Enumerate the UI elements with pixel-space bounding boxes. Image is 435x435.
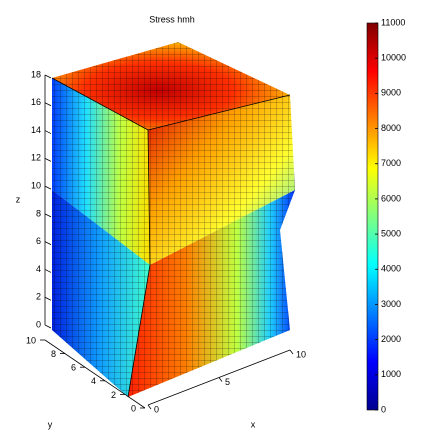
z-tick — [44, 130, 52, 134]
z-tick — [44, 185, 52, 190]
x-tick-label: 0 — [154, 404, 159, 414]
x-tick — [218, 377, 223, 382]
colorbar-tick-label: 8000 — [381, 123, 401, 133]
z-tick-label: 18 — [31, 69, 41, 79]
colorbar-tick-label: 10000 — [381, 53, 406, 63]
chart-title: Stress hmh — [149, 14, 195, 24]
x-tick — [289, 349, 294, 355]
z-tick-label: 16 — [31, 97, 41, 107]
z-tick-label: 12 — [31, 153, 41, 163]
x-tick-label: 10 — [296, 349, 306, 359]
z-tick — [44, 296, 52, 301]
colorbar — [366, 22, 379, 411]
x-label: x — [251, 419, 256, 429]
z-tick-label: 6 — [36, 236, 41, 246]
z-tick — [44, 269, 52, 273]
y-label: y — [48, 419, 53, 429]
y-tick-label: 2 — [111, 390, 116, 400]
z-tick-label: 14 — [31, 125, 41, 135]
colorbar-tick-label: 5000 — [381, 228, 401, 238]
y-tick-label: 10 — [26, 335, 36, 345]
y-tick-label: 0 — [131, 403, 136, 413]
colorbar-tick-label: 7000 — [381, 158, 401, 168]
colorbar-tick-label: 1000 — [381, 369, 401, 379]
z-tick-label: 0 — [36, 319, 41, 329]
z-tick — [44, 213, 52, 218]
y-axis — [44, 339, 146, 409]
z-tick-label: 4 — [36, 264, 41, 274]
z-tick — [44, 324, 52, 329]
mesh-body — [51, 42, 295, 398]
colorbar-tick-label: 2000 — [381, 334, 401, 344]
z-label: z — [16, 194, 21, 204]
colorbar-tick-label: 6000 — [381, 193, 401, 203]
z-tick — [44, 241, 52, 246]
x-tick-label: 5 — [225, 377, 230, 387]
z-tick-label: 2 — [36, 292, 41, 302]
x-tick — [147, 404, 152, 410]
z-tick — [44, 74, 52, 79]
z-tick — [44, 157, 52, 162]
colorbar-tick-label: 3000 — [381, 299, 401, 309]
z-tick-label: 10 — [31, 180, 41, 190]
colorbar-tick-label: 9000 — [381, 88, 401, 98]
colorbar-tick-label: 4000 — [381, 264, 401, 274]
z-tick — [44, 102, 52, 107]
y-tick-label: 8 — [51, 349, 56, 359]
y-tick-label: 6 — [71, 363, 76, 373]
colorbar-tick-label: 0 — [381, 404, 386, 414]
z-tick-label: 8 — [36, 208, 41, 218]
y-tick-label: 4 — [91, 376, 96, 386]
colorbar-tick-label: 11000 — [381, 17, 405, 27]
